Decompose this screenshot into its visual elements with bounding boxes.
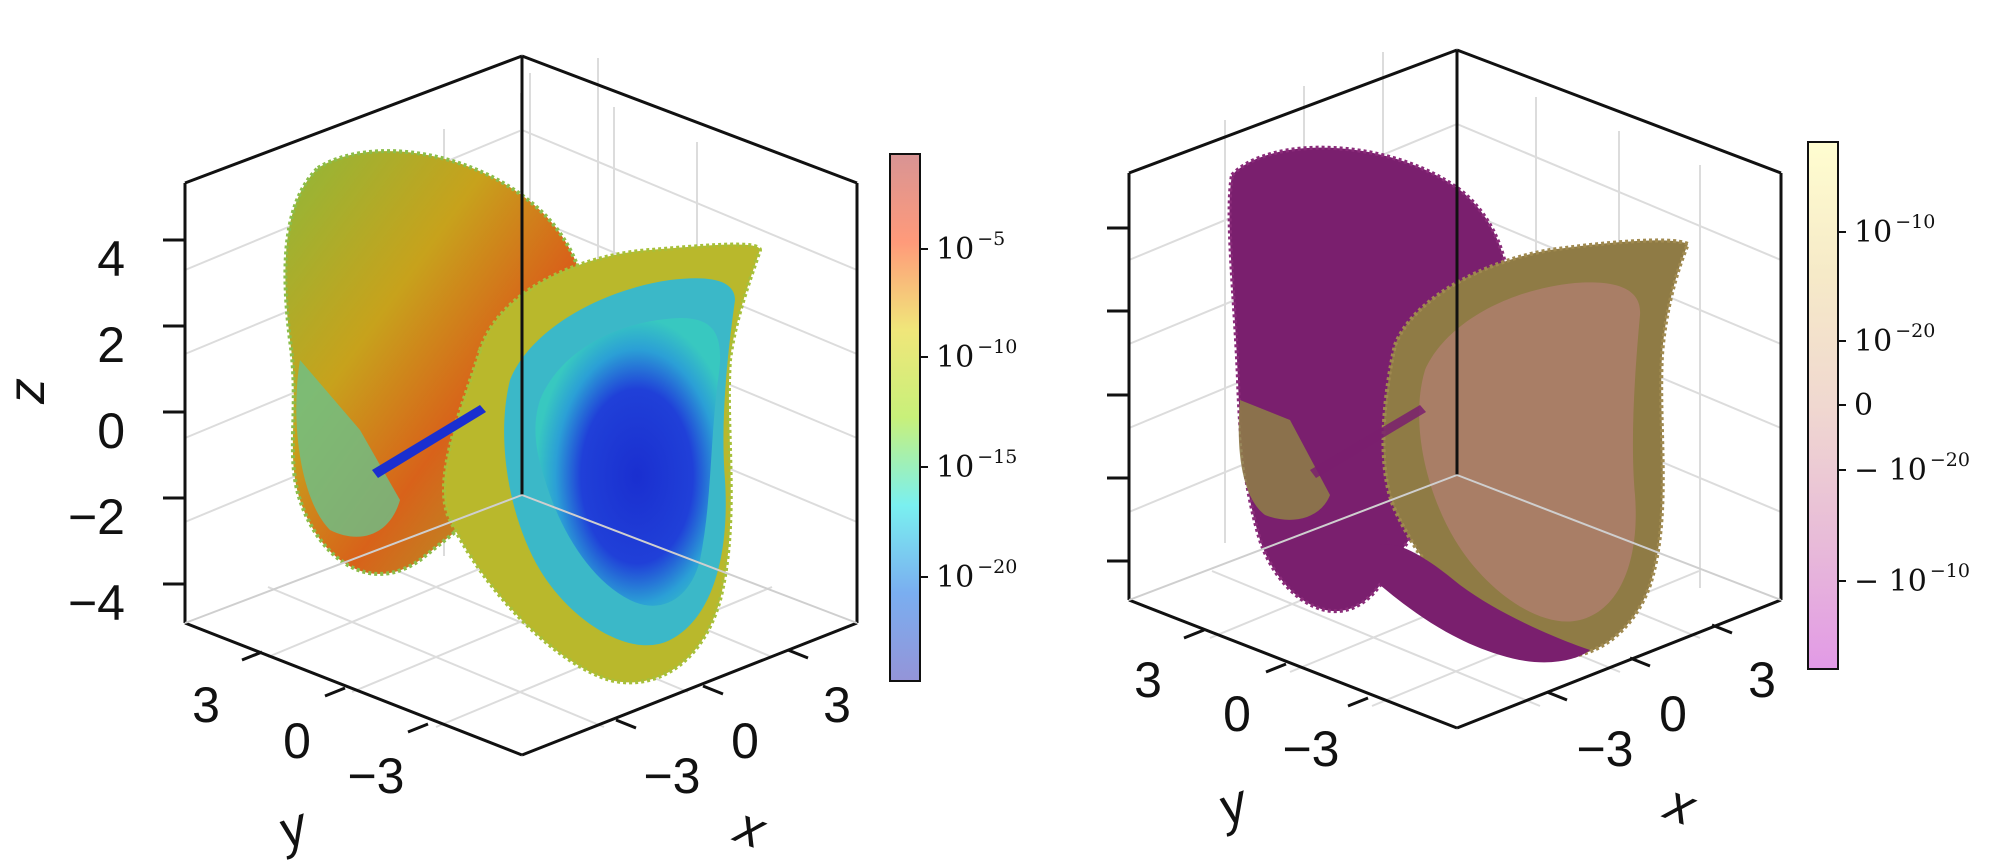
attractor-1: [283, 149, 763, 685]
colorbar-tick-label: − 10 −10: [1854, 560, 1970, 599]
wing-left-back-1: [296, 360, 400, 537]
z-ticks-marks-1: [163, 238, 185, 586]
wing-right-core-2: [1419, 282, 1641, 622]
y-tick-label: 0: [283, 713, 311, 769]
x-tick-label: −3: [1576, 721, 1633, 777]
colorbar-tick-exponent: −5: [977, 228, 1005, 250]
x-tick-label: −3: [643, 748, 700, 804]
x-tick-label: 3: [823, 677, 851, 733]
colorbar-tick-exponent: −10: [977, 336, 1017, 358]
stem-1: [372, 405, 486, 478]
attractor-2: [1227, 145, 1691, 663]
colorbar-tick-label: 10 −15: [936, 446, 1017, 485]
z-tick-label: −2: [68, 489, 125, 545]
colorbar-tick-base: 10: [936, 232, 974, 267]
colorbar-tick-base: 10: [936, 340, 974, 375]
z-tick-label: 0: [97, 403, 125, 459]
colorbar-tick-base: 0: [1854, 388, 1873, 423]
x-ticks-marks-2: [1546, 623, 1733, 702]
colorbar-tick-label: 10 −5: [936, 228, 1005, 267]
x-tick-label: 3: [1748, 652, 1776, 708]
wing-left-back-2: [1238, 400, 1330, 520]
colorbar-tick-label: 0: [1854, 388, 1873, 423]
y-tick-label: 3: [1134, 652, 1162, 708]
z-tick-label: −4: [68, 575, 125, 631]
x-tick-label: 0: [731, 713, 759, 769]
wing-front-2: [1380, 544, 1590, 663]
y-tick-label: −3: [347, 748, 404, 804]
wing-right-core-1: [535, 318, 721, 606]
x-axis-label: x: [725, 796, 774, 861]
colorbar-tick-label: 10 −10: [936, 336, 1017, 375]
y-tick-label: −3: [1282, 721, 1339, 777]
colorbar-tick-label: − 10 −20: [1854, 449, 1970, 488]
colorbar-1-fill: [889, 153, 921, 682]
z-ticks-marks-2: [1107, 226, 1129, 563]
colorbar-tick-exponent: −20: [977, 556, 1017, 578]
front-axes-2: [1127, 48, 1783, 730]
colorbar-tick-exponent: −10: [1930, 560, 1970, 582]
y-ticks-marks-2: [1183, 628, 1369, 708]
colorbar-tick-base: 10: [936, 560, 974, 595]
panel-1: 4 2 0 −2 −4 z 3 0 −3 y −3 0 3 x 10 −510 −1…: [0, 54, 1017, 861]
z-axis-label: z: [0, 378, 56, 405]
colorbar-tick-base: 10: [936, 450, 974, 485]
z-tick-label: 2: [97, 317, 125, 373]
x-axis-label: x: [1655, 773, 1704, 838]
colorbar-tick-exponent: −20: [1895, 320, 1935, 342]
front-axes-1: [183, 54, 859, 757]
colorbar-tick-base: 10: [1854, 324, 1892, 359]
colorbar-tick-label: 10 −20: [1854, 320, 1935, 359]
x-ticks-marks-1: [615, 648, 809, 730]
colorbar-tick-exponent: −10: [1895, 211, 1935, 233]
colorbar-tick-base: 10: [1854, 215, 1892, 250]
stem-2: [1310, 405, 1426, 478]
colorbar-2-fill: [1807, 141, 1839, 670]
z-tick-label: 4: [97, 231, 125, 287]
y-tick-label: 0: [1223, 686, 1251, 742]
colorbar-tick-label: 10 −20: [936, 556, 1017, 595]
y-axis-label: y: [1208, 773, 1258, 838]
colorbar-tick-exponent: −20: [1930, 449, 1970, 471]
y-axis-label: y: [268, 796, 318, 861]
colorbar-tick-exponent: −15: [977, 446, 1017, 468]
y-ticks-marks-1: [241, 650, 429, 734]
x-tick-label: 0: [1659, 686, 1687, 742]
colorbar-tick-label: 10 −10: [1854, 211, 1935, 250]
y-tick-label: 3: [192, 677, 220, 733]
colorbar-tick-base: − 10: [1854, 564, 1927, 599]
colorbar-tick-base: − 10: [1854, 453, 1927, 488]
